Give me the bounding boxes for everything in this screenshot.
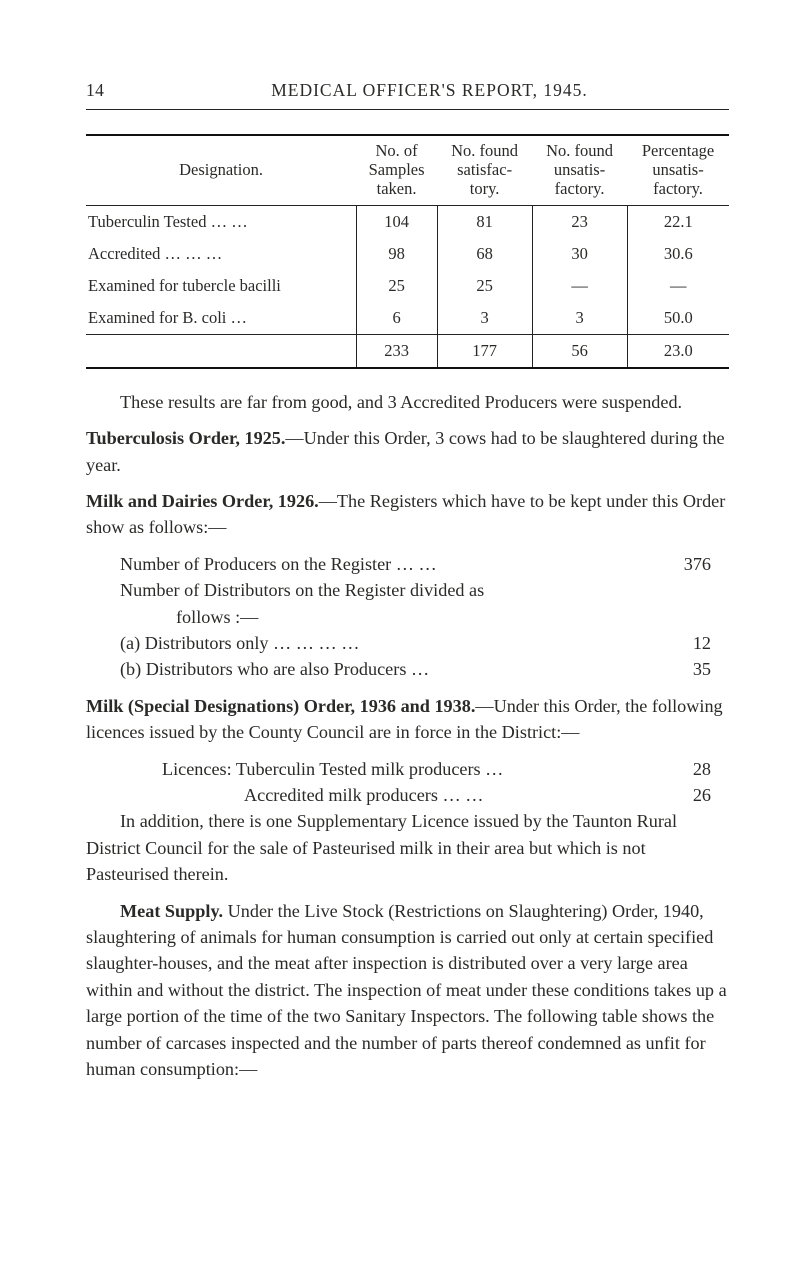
cell-desig: Examined for B. coli … xyxy=(86,302,356,334)
hdr-samples-0: No. of xyxy=(375,141,417,160)
hdr-pct-2: factory. xyxy=(653,179,703,198)
milk-dairies-label: Milk and Dairies Order, 1926. xyxy=(86,491,319,511)
cell-unsat: 56 xyxy=(532,335,627,367)
cell-pct: 50.0 xyxy=(627,302,729,334)
hdr-sat-1: satisfac- xyxy=(457,160,512,179)
hdr-pct-1: unsatis- xyxy=(652,160,703,179)
cell-sat: 81 xyxy=(437,206,532,238)
para-milk-special: Milk (Special Designations) Order, 1936 … xyxy=(86,693,729,746)
cell-desig: Accredited … … … xyxy=(86,238,356,270)
hdr-pct-0: Percentage xyxy=(642,141,714,160)
dist-only-row: (a) Distributors only … … … … 12 xyxy=(120,630,729,656)
hdr-unsat-1: unsatis- xyxy=(554,160,605,179)
cell-unsat: 3 xyxy=(532,302,627,334)
meat-rest: Under the Live Stock (Restrictions on Sl… xyxy=(86,901,727,1079)
licence-tb-val: 28 xyxy=(651,756,729,782)
licence-acc-row: Accredited milk producers … … 26 xyxy=(162,782,729,808)
hdr-designation: Designation. xyxy=(179,160,263,179)
cell-desig: Tuberculin Tested … … xyxy=(86,206,356,238)
para-milk-dairies: Milk and Dairies Order, 1926.—The Regist… xyxy=(86,488,729,541)
table-row: Examined for B. coli … 6 3 3 50.0 xyxy=(86,302,729,334)
cell-samples: 98 xyxy=(356,238,437,270)
licence-acc-lead: Accredited milk producers … … xyxy=(244,782,651,808)
col-samples: No. of Samples taken. xyxy=(356,136,437,205)
licences-list: Licences: Tuberculin Tested milk produce… xyxy=(86,756,729,809)
cell-pct: 30.6 xyxy=(627,238,729,270)
cell-sat: 177 xyxy=(437,335,532,367)
table-bottom-rule xyxy=(86,367,729,369)
body-text: These results are far from good, and 3 A… xyxy=(86,389,729,1082)
table-total-row: 233 177 56 23.0 xyxy=(86,335,729,367)
running-head: 14 MEDICAL OFFICER'S REPORT, 1945. xyxy=(86,80,729,101)
table-row: Examined for tubercle bacilli 25 25 — — xyxy=(86,270,729,302)
producers-register-lead: Number of Producers on the Register … … xyxy=(120,551,651,577)
cell-pct: 22.1 xyxy=(627,206,729,238)
meat-label: Meat Supply. xyxy=(120,901,223,921)
licence-tb-row: Licences: Tuberculin Tested milk produce… xyxy=(162,756,729,782)
dist-also-row: (b) Distributors who are also Producers … xyxy=(120,656,729,682)
tb-order-label: Tuberculosis Order, 1925. xyxy=(86,428,285,448)
col-found-sat: No. found satisfac- tory. xyxy=(437,136,532,205)
hdr-sat-0: No. found xyxy=(451,141,518,160)
cell-pct: 23.0 xyxy=(627,335,729,367)
distributors-follows: follows :— xyxy=(120,604,729,630)
dist-only-lead: (a) Distributors only … … … … xyxy=(120,630,651,656)
licence-acc-val: 26 xyxy=(651,782,729,808)
cell-unsat: — xyxy=(532,270,627,302)
para-meat: Meat Supply. Under the Live Stock (Restr… xyxy=(86,898,729,1083)
cell-samples: 104 xyxy=(356,206,437,238)
licence-tb-lead: Licences: Tuberculin Tested milk produce… xyxy=(162,756,651,782)
dist-only-val: 12 xyxy=(651,630,729,656)
cell-desig xyxy=(86,335,356,367)
hdr-samples-1: Samples xyxy=(369,160,425,179)
data-table-wrap: Designation. No. of Samples taken. No. f… xyxy=(86,134,729,369)
dist-also-lead: (b) Distributors who are also Producers … xyxy=(120,656,651,682)
hdr-unsat-0: No. found xyxy=(546,141,613,160)
para-tb-order: Tuberculosis Order, 1925.—Under this Ord… xyxy=(86,425,729,478)
cell-sat: 68 xyxy=(437,238,532,270)
milk-dairies-list: Number of Producers on the Register … … … xyxy=(86,551,729,683)
col-designation: Designation. xyxy=(86,136,356,205)
table-header-row: Designation. No. of Samples taken. No. f… xyxy=(86,136,729,205)
page-number: 14 xyxy=(86,80,130,101)
header-rule xyxy=(86,109,729,110)
distributors-divided: Number of Distributors on the Register d… xyxy=(120,577,729,603)
table-row: Tuberculin Tested … … 104 81 23 22.1 xyxy=(86,206,729,238)
cell-desig: Examined for tubercle bacilli xyxy=(86,270,356,302)
hdr-unsat-2: factory. xyxy=(555,179,605,198)
cell-samples: 6 xyxy=(356,302,437,334)
col-pct-unsat: Percentage unsatis- factory. xyxy=(627,136,729,205)
para-addl-licence: In addition, there is one Supplementary … xyxy=(86,808,729,887)
running-title: MEDICAL OFFICER'S REPORT, 1945. xyxy=(130,80,729,101)
producers-register-val: 376 xyxy=(651,551,729,577)
cell-samples: 25 xyxy=(356,270,437,302)
producers-register-row: Number of Producers on the Register … … … xyxy=(120,551,729,577)
page: 14 MEDICAL OFFICER'S REPORT, 1945. Desig… xyxy=(0,0,801,1285)
cell-sat: 3 xyxy=(437,302,532,334)
hdr-sat-2: tory. xyxy=(470,179,500,198)
cell-sat: 25 xyxy=(437,270,532,302)
table-row: Accredited … … … 98 68 30 30.6 xyxy=(86,238,729,270)
data-table: Designation. No. of Samples taken. No. f… xyxy=(86,136,729,367)
hdr-samples-2: taken. xyxy=(377,179,417,198)
cell-unsat: 23 xyxy=(532,206,627,238)
para-results: These results are far from good, and 3 A… xyxy=(86,389,729,415)
cell-pct: — xyxy=(627,270,729,302)
cell-samples: 233 xyxy=(356,335,437,367)
milk-special-label: Milk (Special Designations) Order, 1936 … xyxy=(86,696,475,716)
cell-unsat: 30 xyxy=(532,238,627,270)
col-found-unsat: No. found unsatis- factory. xyxy=(532,136,627,205)
dist-also-val: 35 xyxy=(651,656,729,682)
